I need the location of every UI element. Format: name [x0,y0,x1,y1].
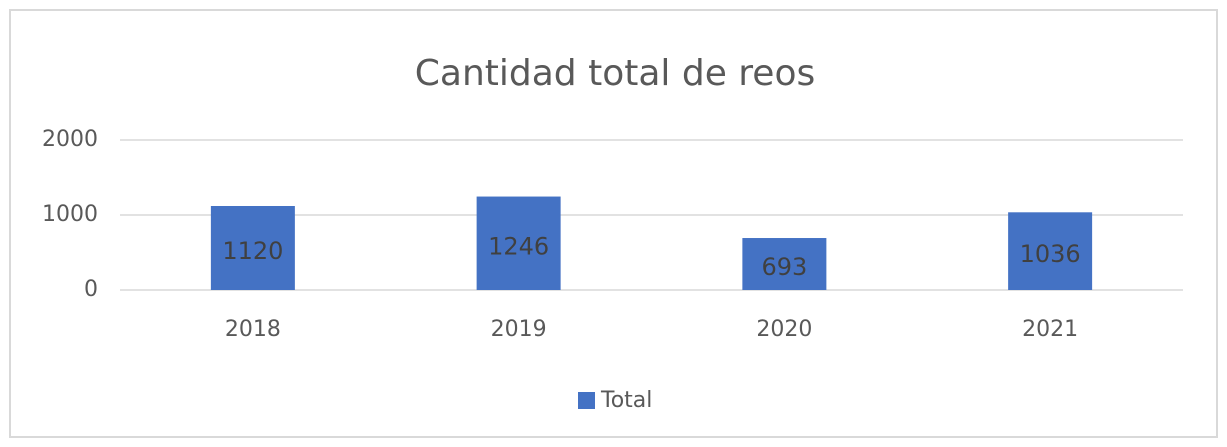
bar [210,206,295,290]
x-tick-label: 2018 [225,317,281,342]
x-tick-label: 2020 [756,317,812,342]
data-label: 1246 [488,232,549,260]
data-label: 1120 [222,237,283,265]
bar [742,238,827,290]
x-tick-label: 2019 [491,317,547,342]
legend-label: Total [600,388,652,413]
bar [1008,212,1093,290]
data-label: 693 [761,253,807,281]
chart-title: Cantidad total de reos [415,53,815,94]
x-tick-label: 2021 [1022,317,1078,342]
legend-swatch [578,392,595,409]
data-label: 1036 [1020,240,1081,268]
y-tick-label: 1000 [42,202,98,227]
bar [476,196,561,290]
y-tick-label: 2000 [42,127,98,152]
y-tick-label: 0 [84,277,98,302]
